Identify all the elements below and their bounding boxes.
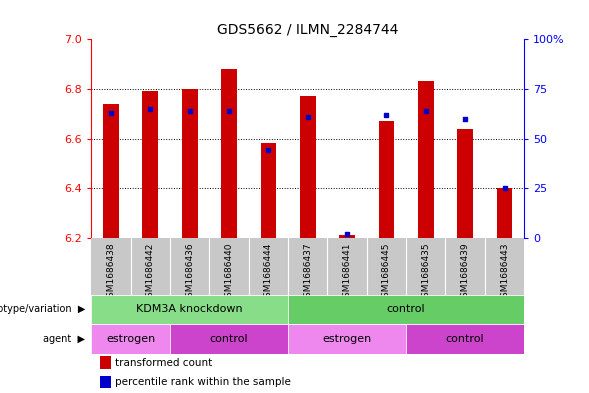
Text: GSM1686439: GSM1686439 <box>461 242 469 303</box>
Bar <box>260 143 276 238</box>
Text: GSM1686436: GSM1686436 <box>185 242 194 303</box>
Bar <box>91 295 288 324</box>
Text: GSM1686438: GSM1686438 <box>107 242 115 303</box>
Bar <box>339 235 355 238</box>
Bar <box>300 96 316 238</box>
Point <box>264 147 273 154</box>
Text: GSM1686441: GSM1686441 <box>343 242 352 303</box>
Bar <box>100 356 111 369</box>
Text: GSM1686444: GSM1686444 <box>264 242 273 303</box>
Point <box>106 110 115 116</box>
Text: GSM1686443: GSM1686443 <box>500 242 509 303</box>
Bar <box>497 188 512 238</box>
Text: genotype/variation  ▶: genotype/variation ▶ <box>0 305 85 314</box>
Bar <box>103 104 119 238</box>
Point <box>224 108 234 114</box>
Text: GSM1686440: GSM1686440 <box>224 242 234 303</box>
Title: GDS5662 / ILMN_2284744: GDS5662 / ILMN_2284744 <box>217 23 398 37</box>
Text: control: control <box>387 305 425 314</box>
Point <box>421 108 431 114</box>
Text: estrogen: estrogen <box>106 334 155 344</box>
Bar <box>406 324 524 354</box>
Bar <box>418 81 434 238</box>
Text: transformed count: transformed count <box>115 358 213 367</box>
Point <box>145 106 155 112</box>
Text: GSM1686437: GSM1686437 <box>303 242 312 303</box>
Point <box>303 114 313 120</box>
Bar <box>288 324 406 354</box>
Bar <box>457 129 473 238</box>
Text: percentile rank within the sample: percentile rank within the sample <box>115 377 291 387</box>
Text: control: control <box>210 334 249 344</box>
Bar <box>143 92 158 238</box>
Bar <box>91 324 170 354</box>
Bar <box>221 69 237 238</box>
Bar <box>288 295 524 324</box>
Text: GSM1686445: GSM1686445 <box>382 242 391 303</box>
Point <box>185 108 194 114</box>
Text: GSM1686435: GSM1686435 <box>421 242 431 303</box>
Bar <box>182 89 197 238</box>
Text: control: control <box>446 334 485 344</box>
Point <box>500 185 509 191</box>
Bar <box>379 121 395 238</box>
Text: GSM1686442: GSM1686442 <box>146 242 155 303</box>
Text: agent  ▶: agent ▶ <box>44 334 85 344</box>
Text: estrogen: estrogen <box>323 334 372 344</box>
Point <box>461 116 470 122</box>
Bar <box>100 376 111 388</box>
Point <box>382 112 391 118</box>
Point <box>342 231 352 237</box>
Text: KDM3A knockdown: KDM3A knockdown <box>137 305 243 314</box>
Bar <box>170 324 288 354</box>
